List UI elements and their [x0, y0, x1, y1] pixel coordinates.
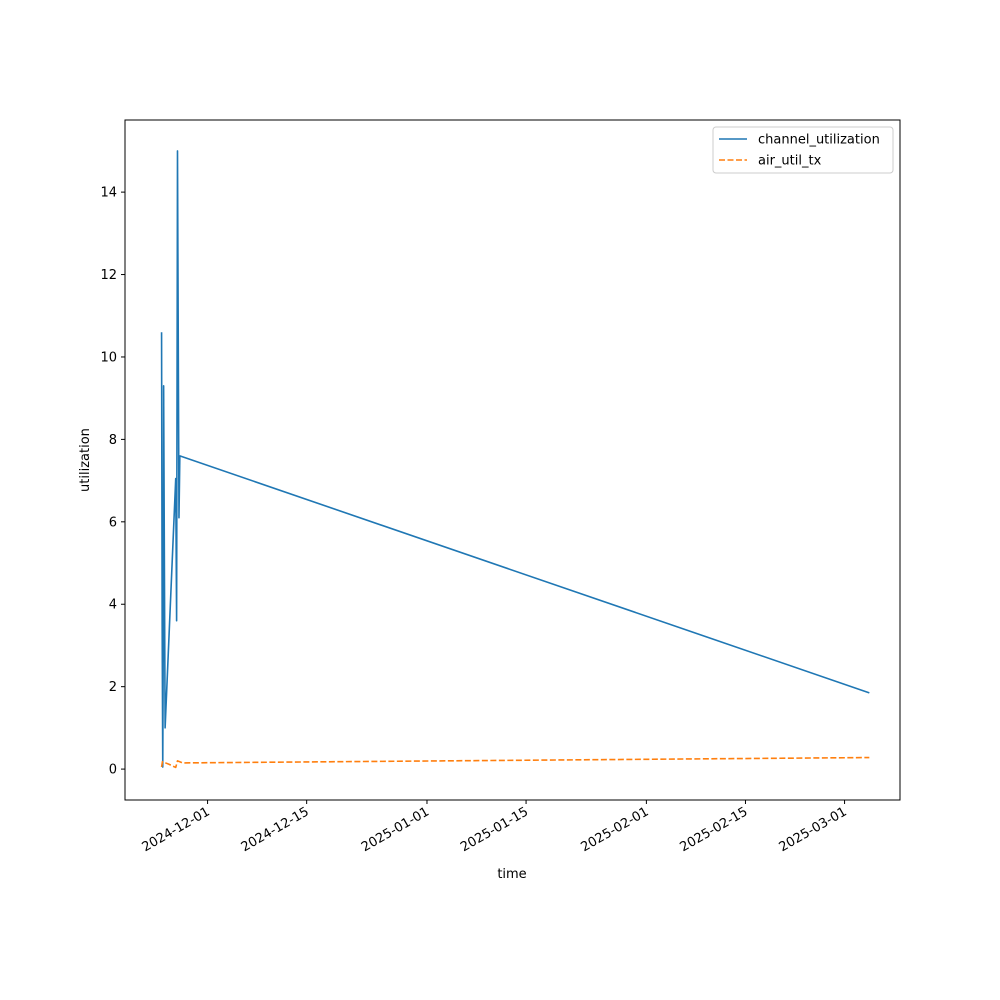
x-axis-label: time: [497, 867, 526, 882]
legend-box: [712, 126, 894, 174]
plot-frame: [124, 119, 901, 801]
y-tick-label: 6: [109, 515, 117, 530]
legend: channel_utilization air_util_tx: [712, 126, 894, 174]
y-tick-label: 2: [109, 680, 117, 695]
series-layer: [160, 150, 870, 769]
series-line-air-util-tx: [160, 756, 870, 769]
y-tick-label: 4: [109, 598, 117, 613]
y-axis-label: utilization: [78, 428, 93, 492]
y-axis: 0 2 4 6 8 10 12 14: [100, 186, 125, 778]
y-tick-label: 14: [100, 186, 117, 201]
y-tick-label: 0: [109, 763, 117, 778]
y-tick-label: 12: [100, 268, 117, 283]
y-tick-label: 8: [109, 433, 117, 448]
series-line-channel-utilization: [160, 150, 870, 768]
legend-label: air_util_tx: [758, 154, 822, 169]
y-tick-label: 10: [100, 350, 117, 365]
legend-label: channel_utilization: [758, 133, 880, 148]
